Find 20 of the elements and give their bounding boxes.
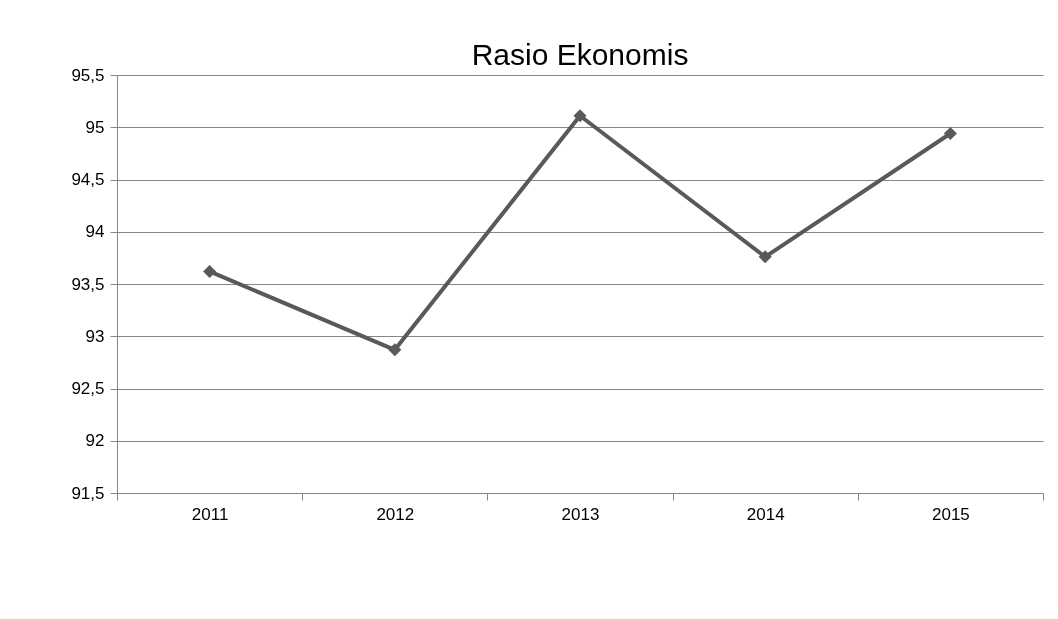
x-tick-label: 2013: [561, 504, 600, 524]
x-tick-label: 2015: [931, 504, 970, 524]
y-tick-label: 93: [85, 326, 105, 346]
x-tick-label: 2014: [746, 504, 785, 524]
y-tick-label: 93,5: [71, 274, 105, 294]
point: [573, 109, 587, 123]
y-tick-label: 94: [85, 222, 105, 242]
y-tick-label: 95,5: [71, 65, 105, 85]
x-tick-label: 2012: [376, 504, 415, 524]
point: [388, 343, 402, 357]
chart-title: Rasio Ekonomis: [471, 38, 689, 71]
point: [943, 127, 957, 141]
y-tick-label: 91,5: [71, 483, 105, 503]
y-tick-label: 92,5: [71, 379, 105, 398]
y-tick-label: 94,5: [71, 170, 105, 189]
y-tick-label: 95: [85, 117, 105, 137]
y-tick-label: 92: [85, 431, 105, 451]
point: [758, 250, 772, 264]
x-tick-label: 2011: [191, 504, 229, 524]
point: [203, 264, 217, 278]
